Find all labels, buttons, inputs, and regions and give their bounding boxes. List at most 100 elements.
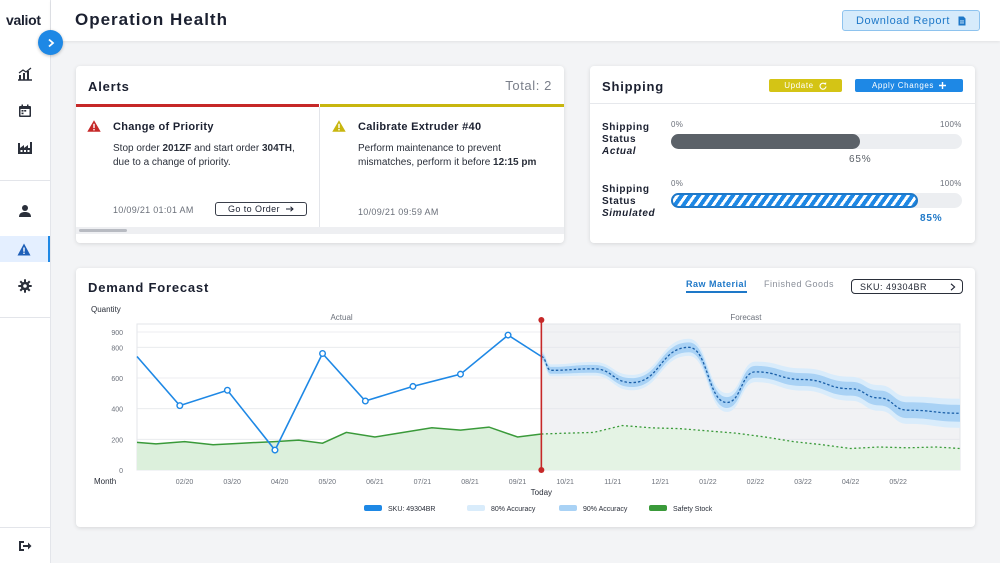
chevron-right-icon <box>47 38 54 47</box>
x-tick-label: 06/21 <box>366 479 384 486</box>
y-tick-label: 0 <box>119 468 123 475</box>
go-to-order-button[interactable]: Go to Order <box>215 202 307 216</box>
actual-region-label: Actual <box>330 313 352 322</box>
dashboard-icon <box>18 67 32 81</box>
sku-data-point <box>409 382 417 390</box>
calendar-icon <box>19 104 31 117</box>
scale-max-label: 100% <box>940 179 962 188</box>
x-tick-label: 03/22 <box>794 479 812 486</box>
sku-select-value: SKU: 49304BR <box>860 281 928 292</box>
legend-swatch <box>467 505 485 511</box>
warning-triangle-icon <box>87 120 101 132</box>
sidebar-item-dashboard[interactable] <box>0 61 50 87</box>
x-tick-label: 07/21 <box>414 479 432 486</box>
sidebar-item-user[interactable] <box>0 198 50 224</box>
today-marker-bottom <box>538 467 545 473</box>
sku-data-point <box>271 446 279 454</box>
sku-select[interactable]: SKU: 49304BR <box>851 279 963 294</box>
tab-raw-material[interactable]: Raw Material <box>686 279 748 293</box>
x-tick-label: 02/20 <box>176 479 194 486</box>
x-tick-label: 04/22 <box>842 479 860 486</box>
shipping-simulated-percent: 85% <box>920 213 943 224</box>
x-tick-label: 11/21 <box>604 479 621 486</box>
sidebar-item-alerts[interactable] <box>0 236 50 262</box>
shipping-actual-percent: 65% <box>849 154 872 165</box>
alert-timestamp: 10/09/21 09:59 AM <box>358 207 439 217</box>
x-tick-label: 08/21 <box>461 479 479 486</box>
alert-icon <box>17 243 31 255</box>
user-icon <box>19 205 31 217</box>
apply-changes-button[interactable]: Apply Changes <box>855 79 963 92</box>
sku-data-point <box>319 349 327 357</box>
demand-forecast-chart: 0 200 400 600 800 900 Quantity Month Actual Forec… <box>91 305 961 513</box>
alert-item[interactable]: Calibrate Extruder #40 Perform maintenan… <box>320 107 564 254</box>
tab-finished-goods[interactable]: Finished Goods <box>764 279 835 289</box>
page-title: Operation Health <box>75 10 228 29</box>
sidebar-item-factory[interactable] <box>0 135 50 161</box>
x-tick-label: 10/21 <box>556 479 574 486</box>
legend-label: SKU: 49304BR <box>388 506 435 513</box>
legend-label: Safety Stock <box>673 506 713 513</box>
x-tick-label: 04/20 <box>271 479 289 486</box>
today-label: Today <box>531 488 552 497</box>
legend-swatch <box>364 505 382 511</box>
scale-min-label: 0% <box>671 120 684 129</box>
update-button[interactable]: Update <box>769 79 842 92</box>
shipping-simulated-label: Shipping Status Simulated <box>602 184 656 219</box>
legend-label: 80% Accuracy <box>491 506 536 513</box>
shipping-actual-label: Shipping Status Actual <box>602 122 650 157</box>
x-tick-label: 05/20 <box>319 479 337 486</box>
shipping-card: Shipping Update Apply Changes Shipping S… <box>590 66 975 243</box>
legend-label: 90% Accuracy <box>583 506 628 513</box>
warning-triangle-icon <box>332 120 346 132</box>
refresh-icon <box>819 82 827 90</box>
download-report-button[interactable]: Download Report <box>842 10 980 31</box>
legend-swatch <box>649 505 667 511</box>
x-axis-label: Month <box>94 477 116 486</box>
y-tick-label: 900 <box>111 330 123 337</box>
apply-changes-label: Apply Changes <box>871 81 935 90</box>
x-tick-label: 01/22 <box>699 479 717 486</box>
accuracy-80-band <box>541 338 960 428</box>
plus-icon <box>939 82 947 89</box>
safety-stock-line <box>136 426 542 446</box>
x-tick-label: 05/22 <box>889 479 907 486</box>
sku-forecast-line <box>541 346 961 414</box>
y-axis-label: Quantity <box>91 305 121 314</box>
factory-icon <box>18 142 32 154</box>
shipping-title: Shipping <box>602 79 664 94</box>
progress-fill <box>671 134 861 149</box>
alerts-card: Alerts Total: 2 Change of Priority Stop … <box>76 66 564 243</box>
alert-item[interactable]: Change of Priority Stop order 201ZF and … <box>76 107 319 254</box>
page-header: Operation Health Download Report <box>51 0 1000 41</box>
sku-actual-line <box>136 334 542 452</box>
sidebar-item-calendar[interactable] <box>0 98 50 124</box>
update-label: Update <box>784 81 814 90</box>
today-marker-top <box>538 317 545 323</box>
x-tick-label: 12/21 <box>652 479 670 486</box>
download-report-label: Download Report <box>856 14 950 27</box>
alerts-scrollbar[interactable] <box>76 227 564 234</box>
alert-title: Change of Priority <box>113 121 214 133</box>
sidebar-item-logout[interactable] <box>0 533 50 559</box>
sidebar: valiot <box>0 0 51 563</box>
x-tick-label: 09/21 <box>509 479 527 486</box>
alert-message: Perform maintenance to prevent mismatche… <box>358 143 537 168</box>
arrow-right-icon <box>285 206 294 212</box>
alert-timestamp: 10/09/21 01:01 AM <box>113 205 194 215</box>
alert-warning-bar <box>320 104 564 107</box>
scrollbar-thumb[interactable] <box>79 229 127 232</box>
app-logo: valiot <box>6 12 41 28</box>
progress-fill <box>671 193 919 208</box>
sku-data-point <box>361 397 369 405</box>
sidebar-item-settings[interactable] <box>0 273 50 299</box>
safety-stock-forecast-area <box>541 425 960 470</box>
forecast-region-label: Forecast <box>730 313 762 322</box>
sku-data-point <box>504 331 512 339</box>
demand-forecast-card: Demand Forecast Raw Material Finished Go… <box>76 268 975 527</box>
y-tick-label: 800 <box>111 345 123 352</box>
alert-message: Stop order 201ZF and start order 304TH, … <box>113 143 295 168</box>
legend-swatch <box>559 505 577 511</box>
sidebar-expand-button[interactable] <box>38 30 63 55</box>
document-icon <box>958 16 966 25</box>
